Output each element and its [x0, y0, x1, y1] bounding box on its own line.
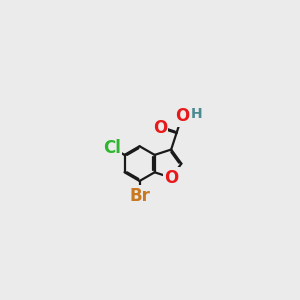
Text: O: O: [164, 169, 178, 187]
Text: Br: Br: [129, 187, 150, 205]
Text: O: O: [153, 118, 167, 136]
Text: Cl: Cl: [103, 139, 121, 157]
Text: H: H: [191, 107, 202, 121]
Text: O: O: [175, 107, 189, 125]
